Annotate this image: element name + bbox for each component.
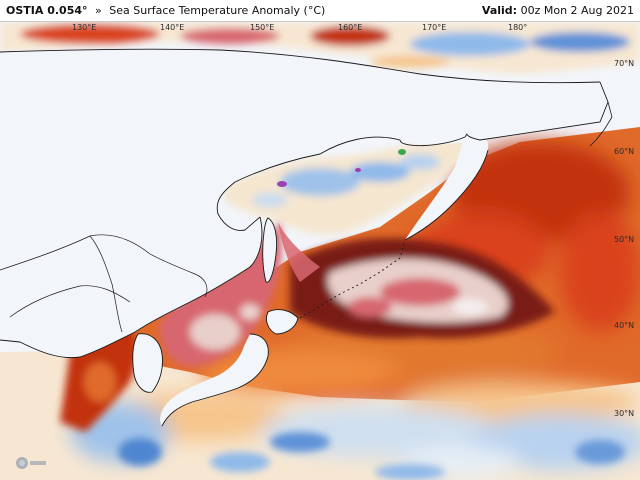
valid-time-value: 00z Mon 2 Aug 2021 [520, 4, 634, 17]
lon-label-150: 150°E [250, 23, 274, 32]
borders [0, 234, 208, 333]
lat-label-40: 40°N [614, 321, 634, 330]
sst-anomaly-map: 130°E 140°E 150°E 160°E 170°E 180° 70°N … [0, 22, 640, 480]
lat-label-50: 50°N [614, 235, 634, 244]
lon-label-170: 170°E [422, 23, 446, 32]
landmasses [0, 49, 600, 426]
product-name: Sea Surface Temperature Anomaly (°C) [109, 4, 326, 17]
lat-label-30: 30°N [614, 409, 634, 418]
header-title: OSTIA 0.054° » Sea Surface Temperature A… [6, 4, 325, 17]
valid-label: Valid: [481, 4, 518, 17]
provider-logo [16, 457, 46, 469]
lon-label-180: 180° [508, 23, 527, 32]
lon-label-140: 140°E [160, 23, 184, 32]
longitude-labels: 130°E 140°E 150°E 160°E 170°E 180° [72, 23, 527, 32]
header-separator: » [95, 4, 102, 17]
lon-label-130: 130°E [72, 23, 96, 32]
map-header: OSTIA 0.054° » Sea Surface Temperature A… [0, 0, 640, 22]
lat-label-60: 60°N [614, 147, 634, 156]
lon-label-160: 160°E [338, 23, 362, 32]
lat-label-70: 70°N [614, 59, 634, 68]
valid-time: Valid: 00z Mon 2 Aug 2021 [482, 4, 634, 17]
model-name: OSTIA 0.054° [6, 4, 88, 17]
coastlines [0, 48, 613, 427]
latitude-labels: 70°N 60°N 50°N 40°N 30°N [614, 59, 634, 418]
ocean-anomaly-field [0, 22, 640, 480]
